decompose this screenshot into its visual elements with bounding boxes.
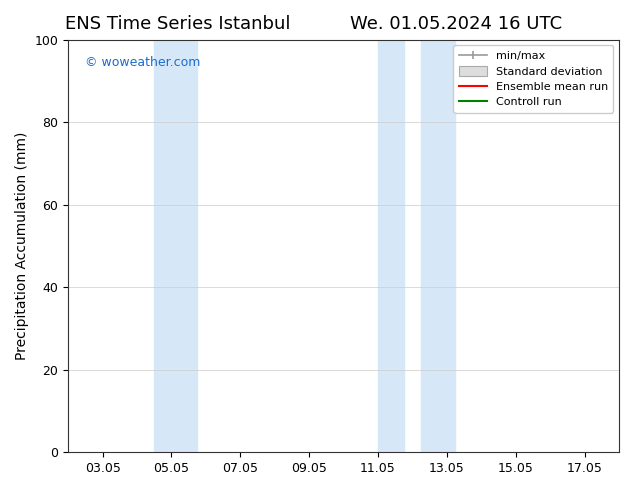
Bar bbox=[154, 40, 197, 452]
Text: © woweather.com: © woweather.com bbox=[85, 56, 200, 69]
Legend: min/max, Standard deviation, Ensemble mean run, Controll run: min/max, Standard deviation, Ensemble me… bbox=[453, 45, 614, 113]
Y-axis label: Precipitation Accumulation (mm): Precipitation Accumulation (mm) bbox=[15, 132, 29, 360]
Text: ENS Time Series Istanbul: ENS Time Series Istanbul bbox=[65, 15, 290, 33]
Text: We. 01.05.2024 16 UTC: We. 01.05.2024 16 UTC bbox=[351, 15, 562, 33]
Bar bbox=[378, 40, 404, 452]
Bar bbox=[421, 40, 455, 452]
